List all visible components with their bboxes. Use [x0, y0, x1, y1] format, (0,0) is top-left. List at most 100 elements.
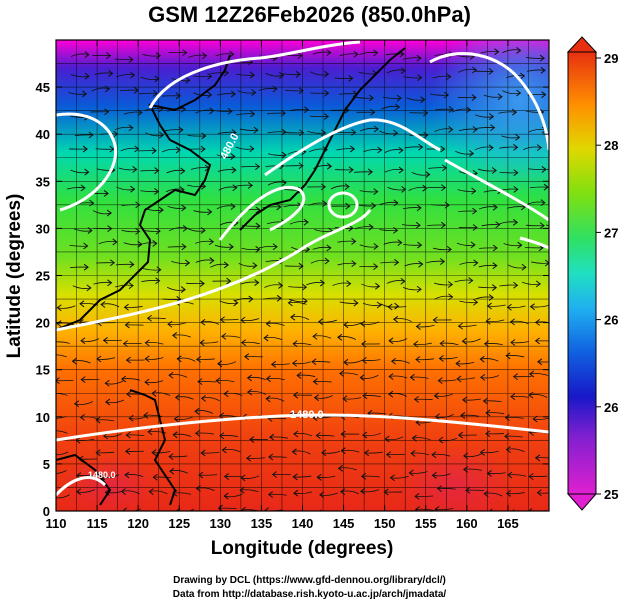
streamline-arrowhead	[482, 397, 488, 405]
streamline-arrowhead	[461, 337, 467, 345]
streamline	[319, 492, 339, 496]
streamline	[359, 127, 379, 132]
streamline	[551, 71, 569, 72]
streamline-arrowhead	[512, 373, 518, 380]
streamline-arrowhead	[486, 302, 493, 310]
streamline	[416, 358, 435, 361]
streamline-arrowhead	[180, 167, 186, 175]
streamline	[56, 494, 70, 499]
streamline	[264, 284, 283, 288]
lat-lon-grid	[56, 40, 549, 511]
streamline-arrowhead	[95, 416, 101, 424]
streamline-arrowhead	[448, 126, 454, 133]
streamline-arrowhead	[516, 47, 522, 54]
streamline	[458, 128, 477, 132]
streamline	[408, 187, 427, 191]
streamline	[217, 131, 236, 135]
streamline-arrowhead	[194, 407, 200, 415]
streamline	[56, 392, 68, 396]
streamline-arrowhead	[471, 187, 477, 195]
streamline	[190, 167, 210, 170]
streamline	[480, 375, 499, 379]
streamline	[475, 114, 494, 118]
streamline	[499, 221, 518, 225]
streamline	[432, 247, 452, 251]
streamline-arrowhead	[423, 131, 429, 139]
streamline-arrowhead	[462, 465, 469, 473]
streamline-arrowhead	[267, 491, 274, 498]
streamline	[93, 281, 112, 285]
streamline-arrowhead	[276, 294, 282, 302]
streamline-arrowhead	[246, 454, 252, 462]
streamline-arrowhead	[270, 360, 277, 368]
streamline-arrowhead	[438, 355, 444, 362]
streamline-arrowhead	[536, 489, 542, 497]
streamline-arrowhead	[351, 128, 357, 136]
streamline	[198, 381, 217, 383]
streamline	[510, 512, 528, 515]
streamline	[262, 206, 281, 208]
streamline	[200, 321, 220, 325]
streamline-arrowhead	[472, 207, 478, 215]
streamline	[522, 146, 542, 150]
streamline-arrowhead	[232, 184, 238, 192]
streamline-arrowhead	[271, 471, 277, 478]
streamline	[56, 470, 67, 474]
streamline	[217, 93, 236, 96]
streamline	[219, 300, 238, 304]
streamline	[341, 449, 360, 453]
streamline-arrowhead	[393, 129, 399, 137]
streamline-arrowhead	[323, 113, 330, 120]
streamline-arrowhead	[321, 449, 327, 457]
streamline	[502, 49, 521, 54]
streamline-arrowhead	[415, 221, 421, 229]
streamline-arrowhead	[415, 356, 421, 363]
streamline-arrowhead	[175, 92, 181, 100]
streamline	[474, 146, 493, 151]
streamline-arrowhead	[491, 284, 498, 291]
streamline-arrowhead	[199, 339, 205, 347]
streamline-arrowhead	[312, 332, 318, 340]
streamline-arrowhead	[272, 243, 278, 251]
streamline-arrowhead	[528, 473, 534, 480]
streamline	[293, 342, 312, 346]
streamline-arrowhead	[353, 299, 359, 307]
streamline-arrowhead	[105, 85, 111, 93]
streamline	[239, 128, 258, 131]
colorbar: 253 261 269 277 285 293	[566, 36, 619, 511]
streamline-arrowhead	[175, 508, 181, 511]
streamline-arrowhead	[107, 225, 113, 233]
streamline-arrowhead	[513, 185, 519, 193]
streamline-arrowhead	[77, 512, 81, 518]
streamline	[430, 93, 449, 96]
streamline-arrowhead	[469, 150, 475, 157]
streamline	[174, 416, 193, 420]
streamline-arrowhead	[373, 49, 379, 57]
streamline-arrowhead	[473, 298, 479, 306]
streamline-arrowhead	[534, 454, 541, 462]
chart-title: GSM 12Z26Feb2026 (850.0hPa)	[148, 2, 471, 27]
streamline	[525, 224, 545, 227]
streamline	[535, 321, 549, 324]
streamline-arrowhead	[396, 94, 402, 102]
streamline	[458, 324, 477, 327]
streamline	[385, 53, 404, 56]
streamline	[73, 228, 92, 232]
streamline-arrowhead	[182, 49, 188, 57]
streamline	[121, 378, 140, 381]
streamline-arrowhead	[361, 340, 367, 348]
streamline	[314, 229, 333, 232]
streamline-arrowhead	[411, 434, 417, 442]
streamline-arrowhead	[56, 339, 57, 345]
streamline	[384, 168, 404, 173]
streamline-arrowhead	[230, 153, 236, 160]
streamline	[123, 111, 142, 115]
streamline	[529, 393, 548, 398]
streamline-arrowhead	[416, 285, 422, 293]
streamline-arrowhead	[444, 201, 450, 209]
streamline	[292, 450, 311, 455]
streamline	[70, 266, 89, 268]
streamline	[269, 436, 288, 439]
streamline	[288, 286, 307, 288]
streamline-arrowhead	[446, 73, 452, 81]
